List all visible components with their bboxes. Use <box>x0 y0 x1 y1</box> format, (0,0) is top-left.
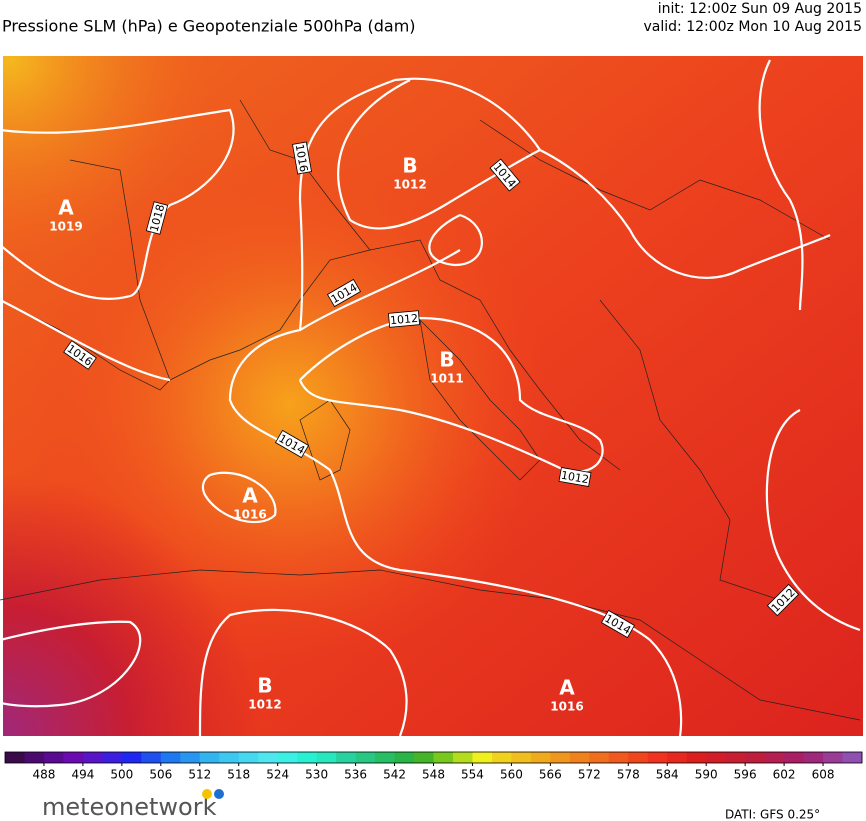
isobar-label: 1018 <box>145 201 169 235</box>
colorbar-swatch <box>667 752 688 763</box>
colorbar-swatch <box>452 752 473 763</box>
colorbar-swatch <box>277 752 298 763</box>
colorbar-swatch <box>102 752 123 763</box>
colorbar-swatch <box>82 752 103 763</box>
center-value: 1011 <box>430 372 463 386</box>
colorbar-swatch <box>219 752 240 763</box>
isobar-labels: 1016 1018 1016 1014 1012 1014 1014 1012 … <box>63 141 800 639</box>
colorbar-swatch <box>160 752 181 763</box>
colorbar-tick-label: 578 <box>617 768 640 782</box>
map: 1016 1018 1016 1014 1012 1014 1014 1012 … <box>0 56 863 737</box>
center-value: 1012 <box>393 178 426 192</box>
colorbar-swatch <box>472 752 493 763</box>
colorbar-swatch <box>745 752 766 763</box>
colorbar-swatch <box>803 752 824 763</box>
center-letter: A <box>58 196 74 220</box>
colorbar-swatch <box>394 752 415 763</box>
center-value: 1016 <box>550 700 583 714</box>
center-value: 1012 <box>248 698 281 712</box>
colorbar-tick-label: 608 <box>812 768 835 782</box>
valid-time: valid: 12:00z Mon 10 Aug 2015 <box>644 19 863 35</box>
colorbar-swatch <box>628 752 649 763</box>
colorbar-tick-label: 524 <box>266 768 289 782</box>
colorbar-tick-label: 554 <box>461 768 484 782</box>
colorbar-swatch <box>141 752 162 763</box>
colorbar-tick-label: 590 <box>695 768 718 782</box>
colorbar-swatch <box>24 752 45 763</box>
title: Pressione SLM (hPa) e Geopotenziale 500h… <box>2 17 416 36</box>
isobar-label-text: 1016 <box>293 143 311 173</box>
colorbar-swatch <box>355 752 376 763</box>
isobar-label-text: 1012 <box>560 469 590 487</box>
colorbar-swatch <box>764 752 785 763</box>
isobar-label: 1016 <box>292 141 312 175</box>
isobar-label: 1012 <box>558 467 592 487</box>
colorbar-swatch <box>375 752 396 763</box>
colorbar-swatch <box>43 752 64 763</box>
pressure-centers: A 1019 B 1012 B 1011 A 1016 B 1012 A 101… <box>49 154 583 714</box>
colorbar-swatch <box>121 752 142 763</box>
colorbar-tick-label: 572 <box>578 768 601 782</box>
colorbar-tick-label: 542 <box>383 768 406 782</box>
colorbar: 488 494 500 506 512 518 524 530 536 542 548 554 560 5… <box>4 751 863 782</box>
colorbar-swatch <box>5 752 25 763</box>
colorbar-tick-label: 548 <box>422 768 445 782</box>
colorbar-swatch <box>316 752 337 763</box>
colorbar-swatch <box>297 752 318 763</box>
isobar-label-text: 1012 <box>390 312 419 327</box>
center-value: 1019 <box>49 220 82 234</box>
isobar-label: 1012 <box>388 310 420 328</box>
colorbar-swatch <box>569 752 590 763</box>
colorbar-tick-label: 584 <box>656 768 679 782</box>
colorbar-tick-label: 536 <box>344 768 367 782</box>
colorbar-swatch <box>823 752 844 763</box>
center-letter: A <box>242 484 258 508</box>
colorbar-swatch <box>550 752 571 763</box>
map-field <box>3 56 863 736</box>
colorbar-swatch <box>199 752 220 763</box>
colorbar-tick-label: 596 <box>734 768 757 782</box>
colorbar-tick-label: 500 <box>110 768 133 782</box>
colorbar-tick-label: 506 <box>149 768 172 782</box>
colorbar-swatch <box>530 752 551 763</box>
colorbar-tick-label: 566 <box>539 768 562 782</box>
isobars <box>0 59 861 737</box>
colorbar-swatch <box>180 752 201 763</box>
colorbar-swatch <box>511 752 532 763</box>
colorbar-tick-label: 518 <box>227 768 250 782</box>
colorbar-swatch <box>414 752 434 763</box>
data-source: DATI: GFS 0.25° <box>725 808 820 821</box>
logo: meteonetwork <box>42 793 217 821</box>
colorbar-tick-label: 602 <box>773 768 796 782</box>
colorbar-swatch <box>63 752 84 763</box>
colorbar-swatch <box>784 752 805 763</box>
colorbar-swatch <box>433 752 454 763</box>
center-letter: B <box>439 348 454 372</box>
colorbar-swatch <box>706 752 727 763</box>
colorbar-swatch <box>608 752 629 763</box>
colorbar-swatch <box>725 752 746 763</box>
colorbar-swatch <box>647 752 668 763</box>
colorbar-tick-label: 512 <box>188 768 211 782</box>
logo-dot <box>202 789 212 799</box>
colorbar-swatch <box>491 752 512 763</box>
colorbar-swatch <box>238 752 259 763</box>
center-letter: A <box>559 676 575 700</box>
colorbar-tick-label: 560 <box>500 768 523 782</box>
colorbar-swatch <box>258 752 279 763</box>
center-letter: B <box>402 154 417 178</box>
center-letter: B <box>257 674 272 698</box>
colorbar-swatch <box>589 752 610 763</box>
colorbar-swatch <box>842 752 863 763</box>
colorbar-tick-label: 488 <box>33 768 56 782</box>
colorbar-swatch <box>686 752 707 763</box>
colorbar-tick-label: 530 <box>305 768 328 782</box>
center-value: 1016 <box>233 508 266 522</box>
logo-dot <box>214 789 224 799</box>
colorbar-tick-label: 494 <box>71 768 94 782</box>
init-time: init: 12:00z Sun 09 Aug 2015 <box>658 1 862 17</box>
colorbar-swatch <box>336 752 357 763</box>
